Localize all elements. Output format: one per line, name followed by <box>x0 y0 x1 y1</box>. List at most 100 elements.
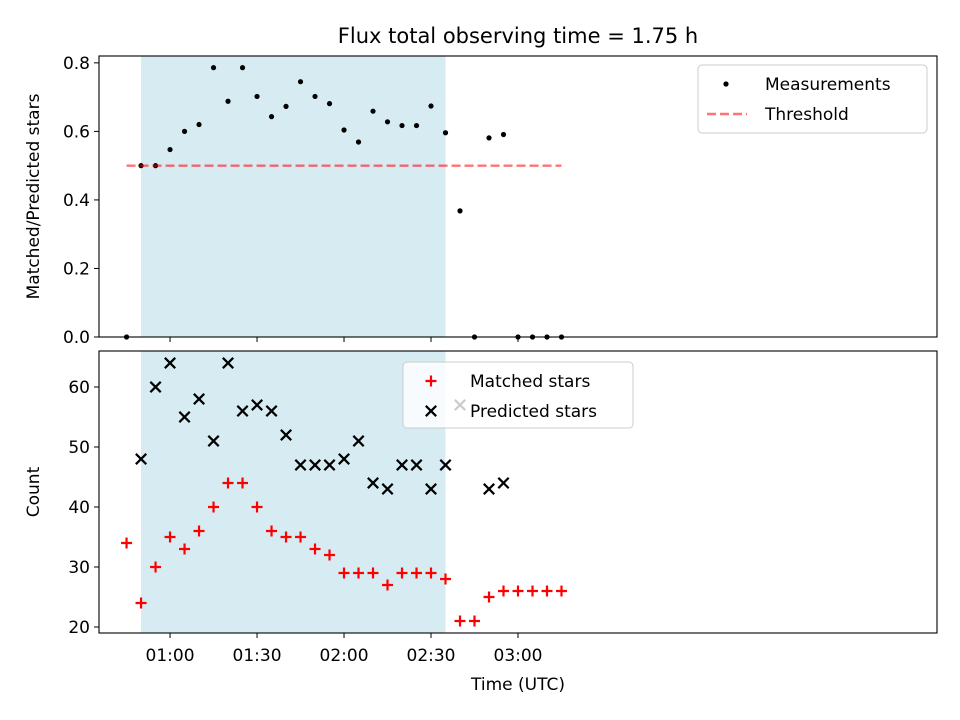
data-point <box>367 567 379 579</box>
data-point <box>413 122 420 129</box>
data-point <box>268 114 275 120</box>
data-point <box>367 477 379 489</box>
data-point <box>338 453 350 465</box>
legend-label: Matched stars <box>470 372 590 392</box>
data-point <box>541 585 553 597</box>
data-point <box>500 131 507 138</box>
data-point <box>338 567 350 579</box>
data-point <box>222 477 234 489</box>
data-point <box>454 615 466 627</box>
data-point <box>483 591 495 603</box>
x-tick-label: 01:00 <box>146 646 195 666</box>
data-point <box>178 411 191 423</box>
data-point <box>237 477 249 489</box>
y-tick-label: 0.8 <box>63 54 90 74</box>
data-point <box>457 208 463 214</box>
data-point <box>150 561 162 573</box>
y-tick-label: 30 <box>68 558 90 578</box>
y-tick-label: 0.4 <box>63 191 90 211</box>
data-point <box>225 98 231 104</box>
x-tick-label: 01:30 <box>233 646 282 666</box>
data-point <box>295 531 307 543</box>
data-point <box>352 435 365 447</box>
chart-title: Flux total observing time = 1.75 h <box>338 24 698 48</box>
data-point <box>254 93 260 100</box>
legend-swatch <box>425 375 437 387</box>
series-predicted-stars <box>135 357 510 495</box>
y-tick-label: 20 <box>68 618 90 638</box>
data-point <box>323 459 336 471</box>
data-point <box>222 357 235 369</box>
data-point <box>512 585 524 597</box>
data-point <box>486 135 492 141</box>
data-point <box>164 357 177 369</box>
y-tick-label: 50 <box>68 438 90 458</box>
y-tick-label: 40 <box>68 498 90 518</box>
observing-window-shade <box>141 56 446 337</box>
y-tick-label: 0.0 <box>63 328 90 348</box>
data-point <box>483 483 495 495</box>
data-point <box>312 93 318 100</box>
data-point <box>526 585 538 597</box>
legend-label: Threshold <box>764 105 849 125</box>
data-point <box>324 549 336 561</box>
data-point <box>428 103 434 109</box>
data-point <box>555 585 567 597</box>
x-tick-label: 03:00 <box>494 646 543 666</box>
data-point <box>396 459 408 471</box>
data-point <box>167 146 173 153</box>
data-point <box>236 405 249 417</box>
legend: Measurements Threshold <box>697 64 928 134</box>
legend-swatch <box>425 405 437 417</box>
legend-box <box>402 361 634 429</box>
x-tick-label: 02:00 <box>320 646 369 666</box>
data-point <box>179 543 191 555</box>
data-point <box>280 429 293 441</box>
data-point <box>309 543 321 555</box>
series-matched-stars <box>121 477 567 627</box>
legend-swatch <box>723 81 729 87</box>
data-point <box>181 128 188 134</box>
y-tick-label: 60 <box>68 378 90 398</box>
data-point <box>210 65 217 71</box>
data-point <box>497 477 510 489</box>
y-tick-label: 0.2 <box>63 259 90 279</box>
data-point <box>411 567 423 579</box>
data-point <box>498 585 510 597</box>
data-point <box>440 573 452 585</box>
data-point <box>425 567 437 579</box>
data-point <box>297 79 304 85</box>
data-point <box>370 108 376 114</box>
data-point <box>208 501 220 513</box>
panel-1: 0.0 0.2 0.4 0.6 0.8 Flux total observing time… <box>24 24 938 348</box>
data-point <box>196 121 202 128</box>
data-point <box>341 127 347 133</box>
data-point <box>294 459 307 471</box>
data-point <box>266 525 278 537</box>
legend-box <box>697 64 928 134</box>
data-point <box>265 405 278 417</box>
data-point <box>355 139 362 145</box>
data-point <box>207 435 220 447</box>
observing-window-shade <box>141 351 446 633</box>
data-point <box>135 453 148 465</box>
y-axis-label: Count <box>24 466 44 517</box>
data-point <box>381 483 394 495</box>
data-point <box>439 459 452 471</box>
data-point <box>193 393 206 405</box>
data-point <box>326 101 333 107</box>
data-point <box>399 122 405 129</box>
data-point <box>425 483 437 495</box>
data-point <box>280 531 292 543</box>
data-point <box>149 381 162 393</box>
data-point <box>384 119 391 125</box>
data-point <box>309 459 322 471</box>
data-point <box>193 525 205 537</box>
data-point <box>239 65 246 71</box>
y-axis-label: Matched/Predicted stars <box>24 93 44 299</box>
y-tick-label: 0.6 <box>63 122 90 142</box>
data-point <box>396 567 408 579</box>
data-point <box>410 459 423 471</box>
legend: Matched stars Predicted stars <box>402 361 634 429</box>
